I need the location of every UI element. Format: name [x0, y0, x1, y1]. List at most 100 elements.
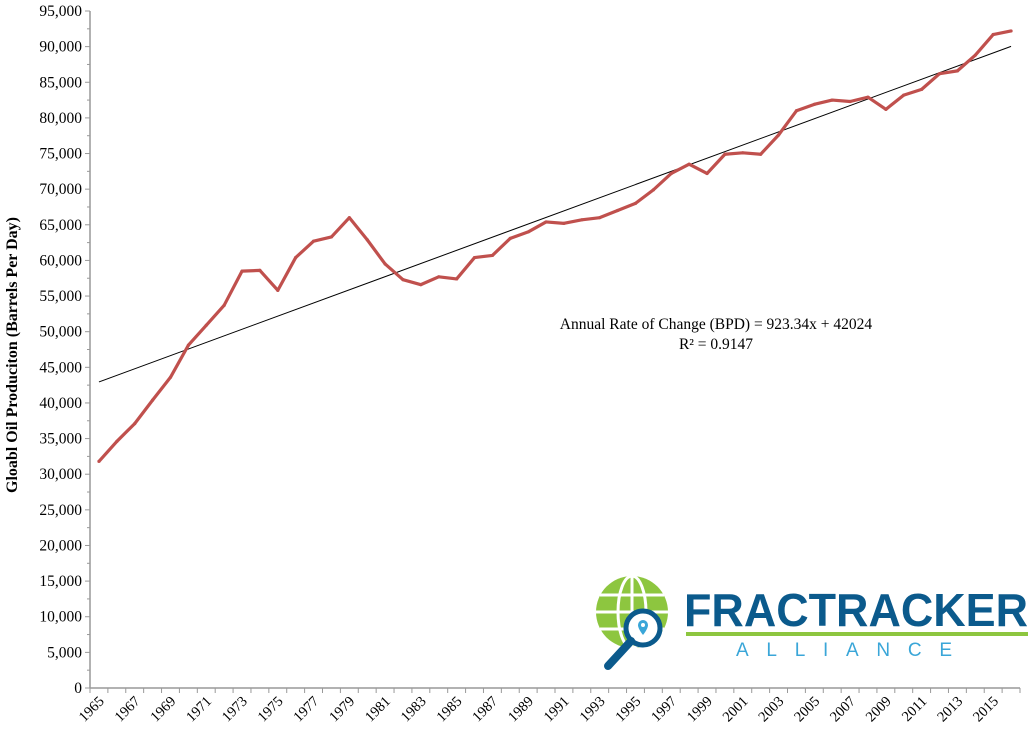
data-point [812, 102, 816, 106]
data-point [759, 152, 763, 156]
data-point [133, 422, 137, 426]
data-point [258, 268, 262, 272]
y-tick-label: 85,000 [39, 74, 82, 91]
data-point [920, 87, 924, 91]
x-tick-label: 1993 [577, 694, 609, 726]
y-tick-label: 0 [74, 680, 82, 697]
data-point [902, 93, 906, 97]
data-point [776, 133, 781, 137]
trendline-equation: Annual Rate of Change (BPD) = 923.34x + … [560, 316, 873, 333]
data-point [150, 398, 155, 402]
x-tick-label: 1983 [398, 694, 430, 726]
data-point [669, 171, 673, 176]
x-tick-label: 2011 [899, 694, 930, 725]
x-tick-label: 2005 [791, 694, 823, 726]
y-tick-label: 20,000 [39, 537, 82, 554]
data-point [222, 303, 226, 307]
data-point [1009, 29, 1013, 33]
fractracker-logo: FRACTRACKER ALLIANCE [596, 574, 1028, 670]
data-point [615, 208, 620, 213]
y-axis-label: Gloabl Oil Produciton (Barrels Per Day) [4, 217, 21, 493]
y-tick-label: 75,000 [39, 146, 82, 163]
x-tick-label: 1999 [684, 694, 716, 726]
data-point [580, 218, 584, 222]
y-tick-label: 95,000 [39, 3, 82, 20]
data-point [973, 53, 977, 57]
data-point [544, 220, 548, 224]
y-tick-label: 10,000 [39, 609, 82, 626]
data-point [741, 151, 745, 155]
data-point [937, 72, 942, 76]
data-point [794, 109, 799, 113]
data-point [562, 221, 566, 225]
data-point [633, 201, 638, 206]
data-point [168, 375, 173, 379]
x-tick-label: 1981 [362, 694, 394, 726]
data-point [723, 152, 727, 156]
x-tick-label: 1997 [648, 694, 680, 726]
x-tick-label: 1965 [76, 694, 108, 726]
y-tick-label: 5,000 [47, 644, 82, 661]
data-point [347, 216, 351, 220]
data-point [294, 255, 298, 260]
x-tick-label: 2003 [756, 694, 788, 726]
y-tick-label: 60,000 [39, 252, 82, 269]
y-tick-label: 15,000 [39, 573, 82, 590]
data-point [437, 275, 441, 279]
data-point [526, 230, 530, 234]
data-point [311, 239, 316, 243]
data-point [401, 278, 405, 282]
y-tick-label: 80,000 [39, 110, 82, 127]
x-tick-label: 1977 [291, 694, 323, 726]
x-tick-label: 2007 [827, 694, 859, 726]
data-point [419, 283, 423, 287]
y-tick-label: 55,000 [39, 288, 82, 305]
logo-subtitle: ALLIANCE [736, 640, 952, 661]
data-point [115, 439, 119, 444]
data-point [848, 99, 852, 104]
data-point [455, 277, 459, 281]
data-point [472, 255, 477, 260]
data-point [991, 32, 995, 37]
y-tick-label: 35,000 [39, 431, 82, 448]
y-tick-label: 90,000 [39, 39, 82, 56]
data-point [365, 238, 369, 242]
data-point [705, 171, 709, 176]
x-tick-label: 2001 [720, 694, 752, 726]
x-tick-label: 2015 [970, 694, 1002, 726]
x-tick-label: 1979 [326, 694, 358, 726]
x-tick-label: 1985 [434, 694, 466, 726]
x-tick-label: 1995 [612, 694, 644, 726]
x-tick-label: 1967 [112, 694, 144, 726]
data-point [598, 216, 602, 220]
data-point [329, 235, 334, 239]
x-tick-label: 2013 [934, 694, 966, 726]
data-point [651, 188, 655, 192]
data-point [508, 236, 512, 240]
y-tick-label: 30,000 [39, 466, 82, 483]
logo-divider [686, 632, 1028, 636]
data-point [186, 343, 190, 347]
data-point [490, 253, 495, 258]
data-point [830, 98, 834, 102]
x-tick-label: 1971 [183, 694, 215, 726]
x-tick-label: 1987 [469, 694, 501, 726]
data-point [383, 262, 387, 266]
data-point [687, 162, 691, 166]
data-point [955, 69, 960, 73]
y-tick-label: 70,000 [39, 181, 82, 198]
data-point [240, 269, 244, 273]
x-tick-label: 1973 [219, 694, 251, 726]
y-tick-label: 40,000 [39, 395, 82, 412]
trendline-r-squared: R² = 0.9147 [679, 336, 753, 353]
x-tick-label: 1969 [147, 694, 179, 726]
data-point [204, 323, 208, 327]
y-tick-label: 65,000 [39, 217, 82, 234]
x-tick-label: 2009 [863, 694, 895, 726]
trendline [98, 45, 1012, 383]
x-tick-label: 1991 [541, 694, 573, 726]
data-point [866, 95, 870, 99]
data-point [884, 107, 888, 111]
logo-wordmark: FRACTRACKER [684, 584, 1028, 636]
